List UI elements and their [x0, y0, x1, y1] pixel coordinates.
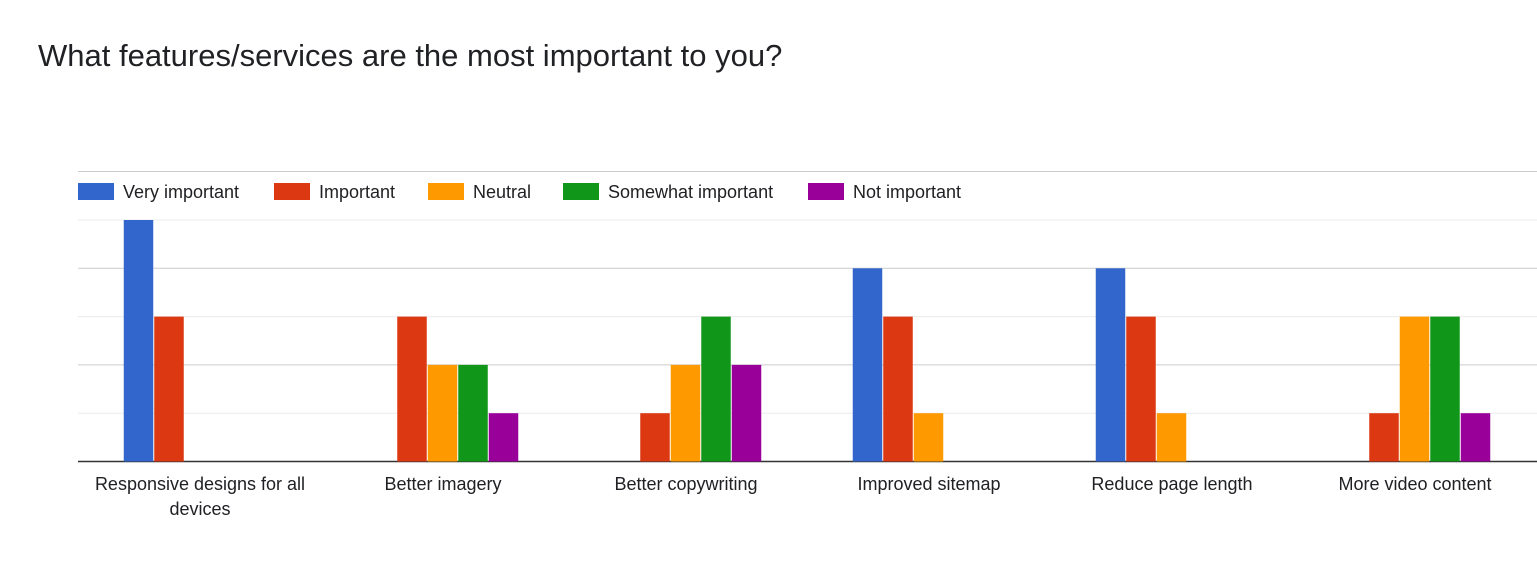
legend-label: Neutral [473, 182, 531, 202]
legend-swatch [428, 183, 464, 200]
bar [123, 220, 154, 462]
bar [852, 268, 883, 462]
bar [397, 316, 427, 462]
bar [488, 413, 519, 462]
legend-swatch [808, 183, 844, 200]
bar [1460, 413, 1491, 462]
bar [701, 316, 731, 462]
gridlines [78, 171, 1537, 463]
category-label: Responsive designs for all devices [95, 474, 305, 519]
legend-label: Somewhat important [608, 182, 773, 202]
bar [1430, 316, 1460, 462]
bar-group [397, 316, 519, 462]
legend-item[interactable]: Not important [808, 182, 961, 202]
bar [670, 364, 701, 462]
legend-item[interactable]: Important [274, 182, 395, 202]
bar [731, 364, 762, 462]
legend-item[interactable]: Neutral [428, 182, 531, 202]
category-label: Better copywriting [614, 474, 757, 494]
chart-title: What features/services are the most impo… [38, 38, 783, 73]
legend-label: Important [319, 182, 395, 202]
legend[interactable]: Very important Important Neutral Somewhat i… [78, 182, 961, 202]
bar [913, 413, 944, 462]
category-label: More video content [1338, 474, 1491, 494]
bar [427, 364, 458, 462]
legend-swatch [563, 183, 599, 200]
legend-label: Very important [123, 182, 239, 202]
bar-group [1369, 316, 1491, 462]
bar [154, 316, 184, 462]
bar-group [852, 268, 944, 462]
category-labels: Responsive designs for all devices Better … [95, 474, 1492, 519]
bar-group [123, 220, 184, 462]
legend-item[interactable]: Very important [78, 182, 239, 202]
bar [1399, 316, 1430, 462]
bar [1095, 268, 1126, 462]
bar [1369, 413, 1399, 462]
bar [1156, 413, 1187, 462]
bar-group [640, 316, 762, 462]
bars [123, 220, 1491, 462]
legend-item[interactable]: Somewhat important [563, 182, 773, 202]
bar [640, 413, 670, 462]
legend-swatch [274, 183, 310, 200]
bar [883, 316, 913, 462]
category-label: Better imagery [384, 474, 501, 494]
bar [1126, 316, 1156, 462]
legend-swatch [78, 183, 114, 200]
bar-group [1095, 268, 1187, 462]
bar [458, 364, 488, 462]
category-label: Reduce page length [1091, 474, 1252, 494]
legend-label: Not important [853, 182, 961, 202]
category-label: Improved sitemap [857, 474, 1000, 494]
